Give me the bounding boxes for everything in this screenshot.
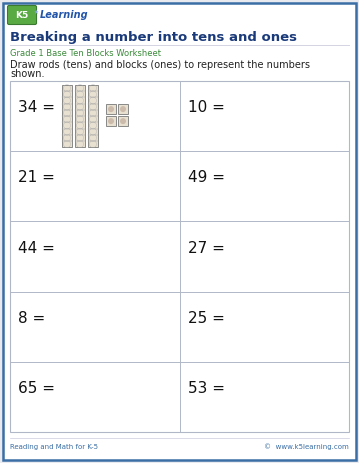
Bar xyxy=(62,85,72,147)
Bar xyxy=(118,116,128,126)
Bar xyxy=(10,81,349,432)
Circle shape xyxy=(120,106,126,112)
Text: ©  www.k5learning.com: © www.k5learning.com xyxy=(264,444,349,450)
Circle shape xyxy=(108,118,114,124)
Text: Learning: Learning xyxy=(40,11,89,20)
FancyBboxPatch shape xyxy=(8,6,37,25)
Circle shape xyxy=(120,118,126,124)
Text: 53 =: 53 = xyxy=(187,381,224,396)
Bar xyxy=(118,104,128,114)
Text: Grade 1 Base Ten Blocks Worksheet: Grade 1 Base Ten Blocks Worksheet xyxy=(10,49,161,57)
Text: 44 =: 44 = xyxy=(18,241,55,256)
Text: Draw rods (tens) and blocks (ones) to represent the numbers: Draw rods (tens) and blocks (ones) to re… xyxy=(10,60,310,70)
Text: 8 =: 8 = xyxy=(18,311,45,326)
Text: 34 =: 34 = xyxy=(18,100,55,115)
Text: 65 =: 65 = xyxy=(18,381,55,396)
Text: Reading and Math for K-5: Reading and Math for K-5 xyxy=(10,444,98,450)
Bar xyxy=(106,116,116,126)
Text: 21 =: 21 = xyxy=(18,170,55,185)
Text: ★: ★ xyxy=(33,10,38,14)
Bar xyxy=(88,85,98,147)
Text: K5: K5 xyxy=(15,11,29,20)
Bar xyxy=(75,85,85,147)
Text: 27 =: 27 = xyxy=(187,241,224,256)
Text: 25 =: 25 = xyxy=(187,311,224,326)
Circle shape xyxy=(108,106,114,112)
Text: shown.: shown. xyxy=(10,69,45,79)
Text: 10 =: 10 = xyxy=(187,100,224,115)
Bar xyxy=(106,104,116,114)
Text: Breaking a number into tens and ones: Breaking a number into tens and ones xyxy=(10,31,297,44)
Text: 49 =: 49 = xyxy=(187,170,224,185)
